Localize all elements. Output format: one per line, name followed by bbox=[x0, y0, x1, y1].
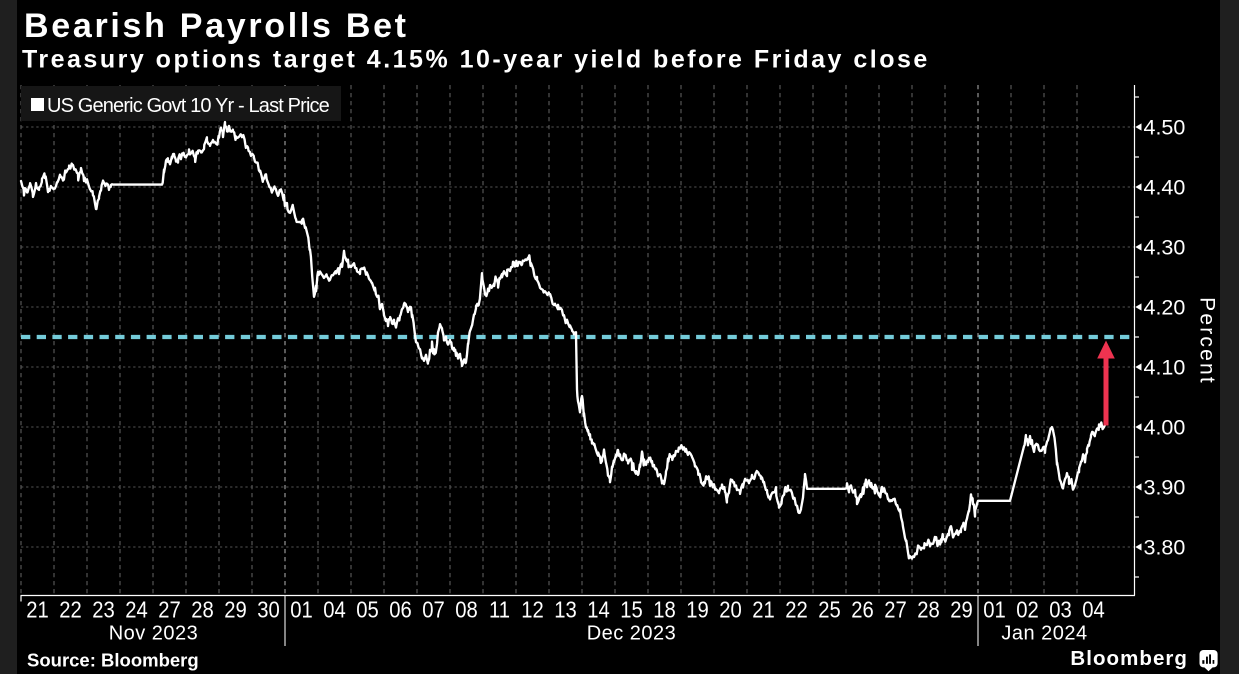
svg-text:Bearish Payrolls Bet: Bearish Payrolls Bet bbox=[24, 7, 409, 45]
svg-text:Source: Bloomberg: Source: Bloomberg bbox=[27, 650, 199, 671]
svg-text:11: 11 bbox=[489, 596, 510, 623]
svg-text:14: 14 bbox=[587, 596, 610, 623]
svg-text:Percent: Percent bbox=[1196, 297, 1219, 385]
svg-text:4.20: 4.20 bbox=[1144, 296, 1186, 320]
svg-text:Jan 2024: Jan 2024 bbox=[1001, 623, 1087, 645]
svg-text:18: 18 bbox=[653, 596, 676, 623]
svg-text:4.00: 4.00 bbox=[1144, 416, 1186, 440]
svg-text:08: 08 bbox=[455, 596, 478, 623]
svg-text:21: 21 bbox=[26, 596, 49, 623]
svg-text:30: 30 bbox=[257, 596, 280, 623]
svg-text:23: 23 bbox=[92, 596, 115, 623]
svg-text:4.40: 4.40 bbox=[1144, 176, 1186, 200]
svg-text:15: 15 bbox=[620, 596, 643, 623]
svg-text:4.10: 4.10 bbox=[1144, 356, 1186, 380]
svg-text:24: 24 bbox=[125, 596, 148, 623]
svg-text:04: 04 bbox=[1082, 596, 1105, 623]
svg-text:3.90: 3.90 bbox=[1144, 476, 1186, 500]
svg-text:12: 12 bbox=[521, 596, 544, 623]
svg-text:29: 29 bbox=[950, 596, 973, 623]
svg-text:02: 02 bbox=[1016, 596, 1039, 623]
svg-text:27: 27 bbox=[158, 596, 181, 623]
svg-text:4.30: 4.30 bbox=[1144, 236, 1186, 260]
svg-text:20: 20 bbox=[719, 596, 742, 623]
svg-text:Bloomberg: Bloomberg bbox=[1070, 647, 1188, 670]
svg-text:22: 22 bbox=[785, 596, 808, 623]
svg-text:26: 26 bbox=[851, 596, 874, 623]
svg-text:Treasury options target 4.15%: Treasury options target 4.15% 10-year yi… bbox=[22, 46, 930, 74]
svg-text:04: 04 bbox=[323, 596, 346, 623]
svg-text:25: 25 bbox=[818, 596, 841, 623]
svg-text:28: 28 bbox=[191, 596, 214, 623]
svg-text:29: 29 bbox=[224, 596, 247, 623]
svg-text:19: 19 bbox=[686, 596, 709, 623]
svg-text:28: 28 bbox=[917, 596, 940, 623]
svg-text:07: 07 bbox=[422, 596, 445, 623]
svg-text:3.80: 3.80 bbox=[1144, 536, 1186, 560]
svg-text:Dec 2023: Dec 2023 bbox=[587, 623, 677, 645]
svg-text:13: 13 bbox=[554, 596, 577, 623]
svg-text:01: 01 bbox=[290, 596, 313, 623]
svg-text:06: 06 bbox=[389, 596, 412, 623]
svg-text:22: 22 bbox=[59, 596, 82, 623]
svg-text:03: 03 bbox=[1049, 596, 1072, 623]
svg-text:27: 27 bbox=[884, 596, 907, 623]
svg-text:Nov 2023: Nov 2023 bbox=[109, 623, 199, 645]
svg-text:05: 05 bbox=[356, 596, 379, 623]
svg-text:US Generic Govt 10 Yr - Last P: US Generic Govt 10 Yr - Last Price bbox=[47, 95, 330, 117]
svg-text:21: 21 bbox=[752, 596, 775, 623]
svg-text:01: 01 bbox=[983, 596, 1006, 623]
svg-text:4.50: 4.50 bbox=[1144, 116, 1186, 140]
